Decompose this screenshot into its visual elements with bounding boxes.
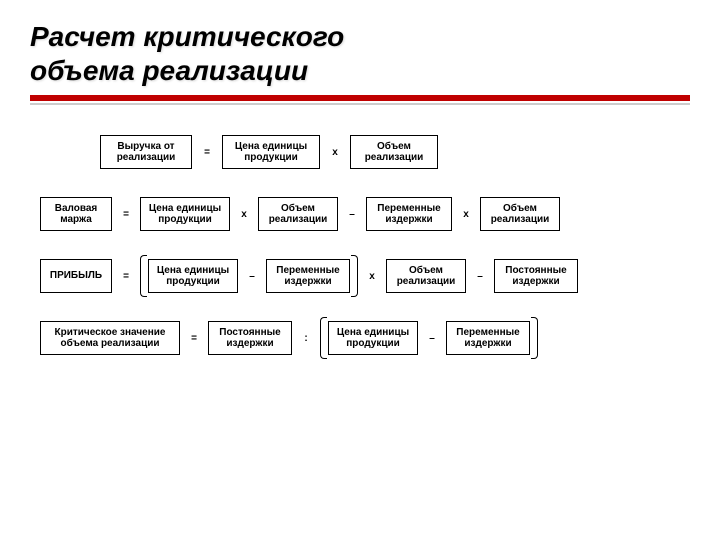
term-volume: Объем реализации xyxy=(386,259,466,293)
term-variable_costs: Переменные издержки xyxy=(446,321,530,355)
operator-eq: = xyxy=(118,271,134,282)
operator-sub: – xyxy=(344,209,360,220)
operator-sub: – xyxy=(424,333,440,344)
term-volume: Объем реализации xyxy=(258,197,338,231)
term-revenue: Выручка от реализации xyxy=(100,135,192,169)
term-volume: Объем реализации xyxy=(350,135,438,169)
operator-mul: x xyxy=(364,271,380,282)
term-unit_price: Цена единицы продукции xyxy=(148,259,238,293)
slide-title: Расчет критического объема реализации xyxy=(30,20,690,87)
term-variable_costs: Переменные издержки xyxy=(366,197,452,231)
term-critical_volume: Критическое значение объема реализации xyxy=(40,321,180,355)
operator-eq: = xyxy=(118,209,134,220)
operator-mul: x xyxy=(326,147,344,158)
rule-red xyxy=(30,95,690,101)
bracket-group: Цена единицы продукции–Переменные издерж… xyxy=(320,321,538,355)
operator-div: : xyxy=(298,333,314,344)
rule-gray xyxy=(30,103,690,105)
term-fixed_costs: Постоянные издержки xyxy=(494,259,578,293)
slide: Расчет критического объема реализации Вы… xyxy=(0,0,720,540)
title-line-2: объема реализации xyxy=(30,55,308,86)
operator-eq: = xyxy=(198,147,216,158)
operator-mul: x xyxy=(458,209,474,220)
title-rule xyxy=(30,95,690,105)
term-volume: Объем реализации xyxy=(480,197,560,231)
term-variable_costs: Переменные издержки xyxy=(266,259,350,293)
critical_volume_formula: Критическое значение объема реализации = П… xyxy=(40,321,680,355)
bracket-group: Цена единицы продукции–Переменные издерж… xyxy=(140,259,358,293)
title-line-1: Расчет критического xyxy=(30,21,344,52)
profit_formula: ПРИБЫЛЬ=Цена единицы продукции–Переменны… xyxy=(40,259,680,293)
term-fixed_costs: Постоянные издержки xyxy=(208,321,292,355)
term-unit_price: Цена единицы продукции xyxy=(222,135,320,169)
term-gross_margin: Валовая маржа xyxy=(40,197,112,231)
operator-mul: x xyxy=(236,209,252,220)
term-unit_price: Цена единицы продукции xyxy=(328,321,418,355)
term-unit_price: Цена единицы продукции xyxy=(140,197,230,231)
operator-sub: – xyxy=(244,271,260,282)
operator-eq: = xyxy=(186,333,202,344)
gross_margin_formula: Валовая маржа = Цена единицы продукции x Объ… xyxy=(40,197,680,231)
formulas-container: Выручка от реализации = Цена единицы проду… xyxy=(30,135,690,355)
term-profit: ПРИБЫЛЬ xyxy=(40,259,112,293)
revenue_formula: Выручка от реализации = Цена единицы проду… xyxy=(100,135,680,169)
operator-sub: – xyxy=(472,271,488,282)
